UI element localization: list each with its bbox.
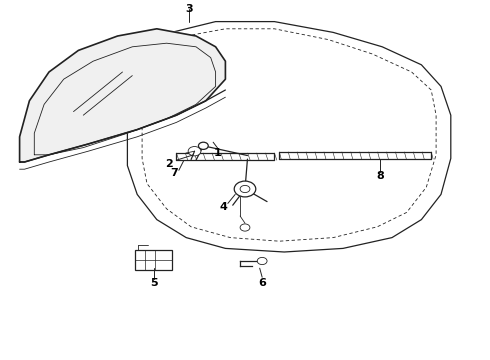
Text: 5: 5 — [150, 278, 158, 288]
Polygon shape — [20, 29, 225, 162]
Circle shape — [188, 147, 201, 156]
Text: 6: 6 — [258, 278, 266, 288]
Circle shape — [257, 257, 267, 265]
Text: 4: 4 — [219, 202, 227, 212]
Text: 8: 8 — [376, 171, 384, 181]
Text: 2: 2 — [165, 159, 173, 169]
Text: 1: 1 — [214, 148, 222, 158]
Circle shape — [198, 142, 208, 149]
Circle shape — [240, 224, 250, 231]
Text: 3: 3 — [185, 4, 193, 14]
Text: 7: 7 — [170, 168, 178, 178]
Circle shape — [234, 181, 256, 197]
Bar — [135, 250, 171, 270]
